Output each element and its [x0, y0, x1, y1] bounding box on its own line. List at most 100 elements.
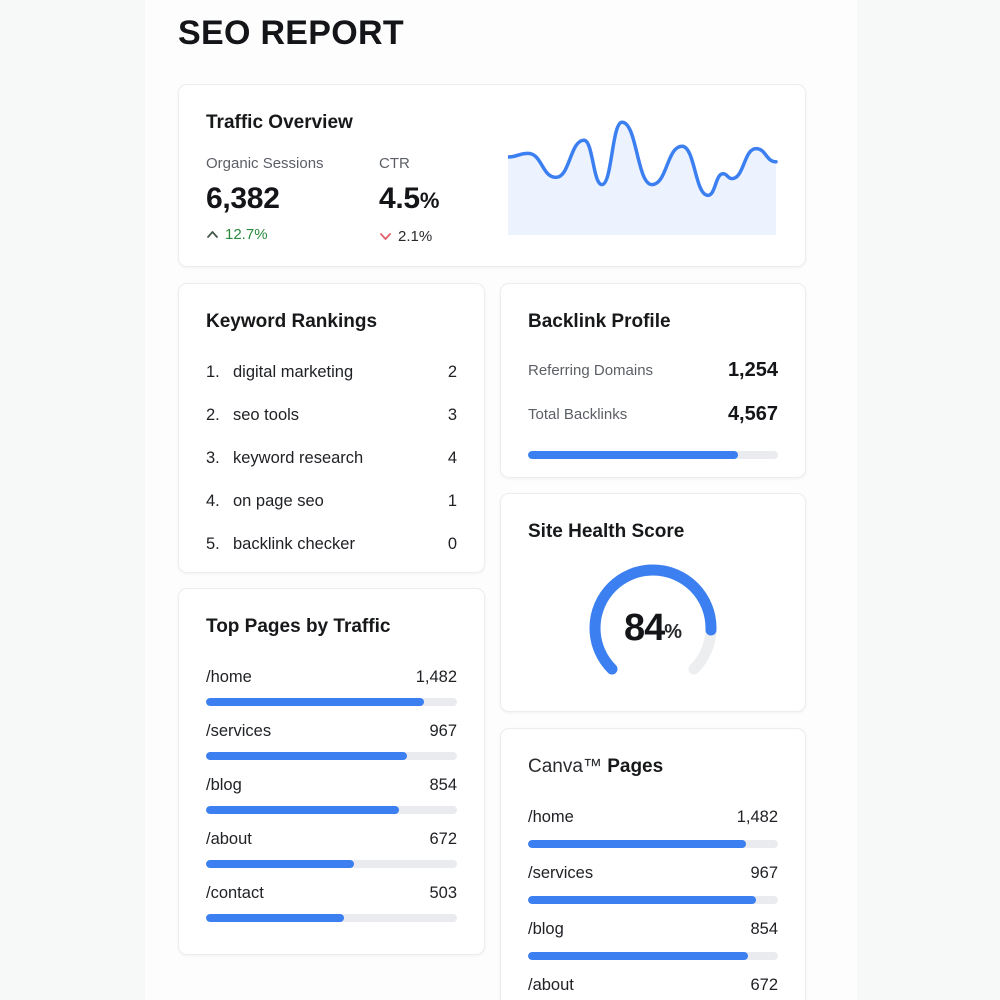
page-bar-track: [206, 698, 457, 706]
keyword-row: 4. on page seo 1: [206, 490, 457, 512]
page-row: /about 672: [528, 974, 778, 1000]
page-bar-fill: [206, 806, 400, 814]
canva-pages-list: /home 1,482 /services 967: [528, 806, 778, 1000]
page-bar-fill: [206, 860, 355, 868]
site-health-card: Site Health Score 84 %: [500, 493, 806, 712]
page-path: /blog: [528, 920, 564, 938]
page-bar-track: [528, 896, 778, 904]
health-score-unit: %: [664, 621, 683, 643]
backlink-progress-fill: [528, 451, 738, 459]
page-bar-fill: [206, 698, 425, 706]
page-traffic-value: 672: [750, 976, 778, 994]
page-row-line: /contact 503: [206, 882, 457, 904]
keyword-text: keyword research: [233, 449, 364, 467]
keyword-position: 2: [447, 363, 457, 381]
keyword-position: 4: [447, 449, 457, 467]
keyword-rank: 3.: [206, 449, 220, 467]
keyword-row: 5. backlink checker 0: [206, 533, 457, 555]
page-row-line: /blog 854: [206, 774, 457, 796]
page-row-line: /home 1,482: [206, 666, 457, 688]
delta-value: 12.7%: [225, 226, 268, 243]
page-traffic-value: 672: [429, 830, 457, 848]
canva-brand-text: Canva™: [528, 756, 602, 777]
metric-value: 6,382: [206, 182, 379, 216]
page-traffic-value: 967: [750, 864, 778, 882]
page-path: /about: [528, 976, 574, 994]
traffic-sparkline-chart: [508, 120, 778, 235]
card-title-top-pages: Top Pages by Traffic: [206, 616, 391, 637]
stat-label: Total Backlinks: [528, 406, 628, 423]
metric-delta-up: 12.7%: [206, 226, 379, 243]
page-bar-fill: [206, 752, 407, 760]
keyword-row: 2. seo tools 3: [206, 404, 457, 426]
page-row-line: /about 672: [206, 828, 457, 850]
page-row: /home 1,482: [528, 806, 778, 848]
page-path: /contact: [206, 884, 264, 902]
page-bar-track: [206, 860, 457, 868]
card-title-traffic: Traffic Overview: [206, 112, 353, 133]
backlink-progress-track: [528, 451, 778, 459]
page-bar-track: [206, 752, 457, 760]
metric-value-number: 6,382: [206, 182, 280, 215]
page-path: /about: [206, 830, 252, 848]
page-row: /about 672: [206, 828, 457, 868]
backlink-profile-card: Backlink Profile Referring Domains 1,254…: [500, 283, 806, 478]
metric-ctr: CTR 4.5% 2.1%: [379, 155, 552, 245]
health-gauge: 84 %: [583, 558, 723, 698]
keyword-text: backlink checker: [233, 535, 355, 553]
keyword-text: digital marketing: [233, 363, 354, 381]
page-bar-track: [528, 952, 778, 960]
page-bar-track: [528, 840, 778, 848]
page-bar-fill: [528, 840, 746, 848]
metric-organic-sessions: Organic Sessions 6,382 12.7%: [206, 155, 379, 245]
canva-pages-card: Canva™ Pages /home 1,482: [500, 728, 806, 1000]
metric-value: 4.5%: [379, 182, 552, 218]
page-row-line: /about 672: [528, 974, 778, 996]
keyword-text: on page seo: [233, 492, 324, 510]
page-traffic-value: 854: [750, 920, 778, 938]
keyword-list: 1. digital marketing 2 2. seo tools 3 3.…: [206, 361, 457, 555]
page-traffic-value: 503: [429, 884, 457, 902]
metric-value-number: 4.5: [379, 182, 420, 215]
keyword-position: 3: [447, 406, 457, 424]
keyword-rank: 1.: [206, 363, 220, 381]
backlink-stats: Referring Domains 1,254 Total Backlinks …: [528, 359, 778, 426]
card-title-health: Site Health Score: [528, 521, 685, 542]
page-row-line: /home 1,482: [528, 806, 778, 828]
keyword-rank: 5.: [206, 535, 220, 553]
keyword-row: 1. digital marketing 2: [206, 361, 457, 383]
metric-delta-down: 2.1%: [379, 228, 552, 245]
keyword-rank: 4.: [206, 492, 220, 510]
delta-value: 2.1%: [398, 228, 433, 245]
metric-label: CTR: [379, 155, 410, 172]
keyword-rank: 2.: [206, 406, 220, 424]
gauge-progress-arc: [589, 564, 717, 675]
page-bar-fill: [206, 914, 345, 922]
backlink-stat-row: Referring Domains 1,254: [528, 359, 778, 382]
sparkline-line: [508, 120, 778, 198]
page-traffic-value: 967: [429, 722, 457, 740]
metric-value-suffix: %: [419, 188, 440, 213]
health-score: 84: [623, 606, 665, 649]
page-path: /home: [528, 808, 574, 826]
chevron-down-icon: [379, 232, 392, 241]
backlink-stat-row: Total Backlinks 4,567: [528, 403, 778, 426]
stat-value: 1,254: [727, 359, 778, 381]
page-path: /blog: [206, 776, 242, 794]
traffic-overview-card: Traffic Overview Organic Sessions 6,382 …: [178, 84, 806, 267]
chevron-up-icon: [206, 230, 219, 239]
page-row-line: /blog 854: [528, 918, 778, 940]
page-traffic-value: 1,482: [736, 808, 778, 826]
card-title-keywords: Keyword Rankings: [206, 311, 378, 332]
page-row: /services 967: [206, 720, 457, 760]
page-row: /blog 854: [528, 918, 778, 960]
page-row: /home 1,482: [206, 666, 457, 706]
page-row: /services 967: [528, 862, 778, 904]
page-row: /blog 854: [206, 774, 457, 814]
top-pages-card: Top Pages by Traffic /home 1,482: [178, 588, 485, 955]
card-title-canva-pages: Canva™ Pages: [528, 756, 778, 778]
keyword-position: 1: [447, 492, 457, 510]
page-traffic-value: 854: [429, 776, 457, 794]
stat-label: Referring Domains: [528, 362, 654, 379]
page-bar-track: [206, 914, 457, 922]
